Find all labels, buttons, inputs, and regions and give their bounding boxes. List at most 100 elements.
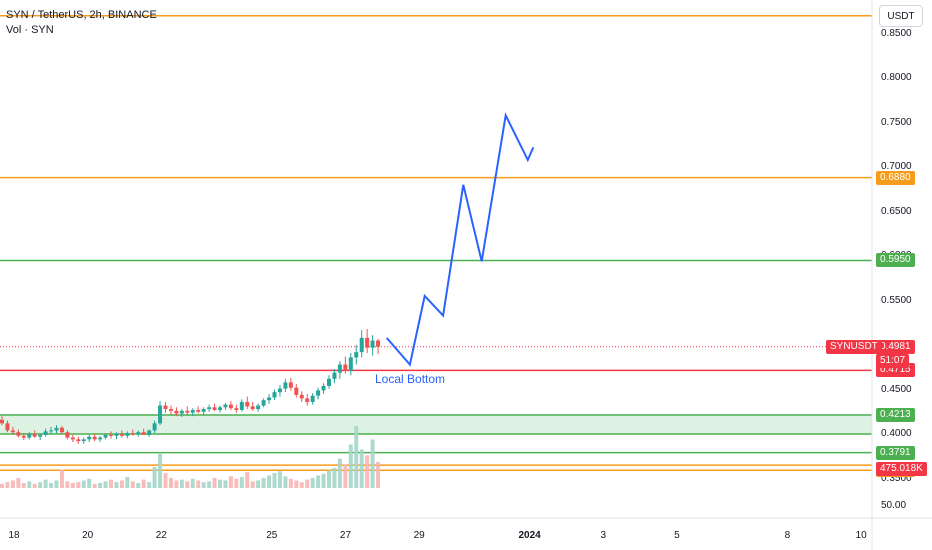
candle-body [267, 397, 272, 401]
volume-bar [234, 478, 239, 488]
volume-legend: Vol · SYN [6, 24, 54, 36]
volume-bar [98, 482, 103, 488]
volume-bar [201, 482, 206, 488]
support-zone [0, 415, 872, 434]
price-tick-label: 0.4000 [881, 428, 912, 439]
volume-tick-label: 50.00 [881, 500, 907, 511]
volume-bar [365, 455, 370, 488]
candle-body [277, 388, 282, 393]
candle-body [283, 382, 288, 389]
volume-bar [27, 481, 32, 488]
volume-bar [114, 482, 119, 488]
candle-body [201, 409, 206, 412]
volume-bar [43, 479, 48, 488]
time-tick-label: 27 [339, 530, 352, 541]
candle-body [158, 405, 163, 424]
candle-body [152, 423, 157, 431]
local-bottom-annotation: Local Bottom [375, 372, 446, 386]
price-tick-label: 0.3500 [881, 472, 912, 484]
volume-bar [185, 481, 190, 488]
volume-bar [103, 481, 108, 488]
candle-body [185, 410, 190, 413]
symbol-title: SYN / TetherUS, 2h, BINANCE [6, 9, 157, 21]
time-tick-label: 10 [855, 530, 867, 541]
volume-bar [168, 477, 173, 488]
price-tick-label: 0.7000 [881, 161, 912, 172]
candle-body [168, 409, 173, 411]
candle-body [87, 436, 92, 440]
candle-body [38, 434, 43, 437]
volume-bar [70, 482, 75, 488]
volume-bar [196, 480, 201, 488]
volume-bar [316, 475, 321, 488]
candle-body [365, 337, 370, 348]
candle-body [32, 434, 37, 437]
projection-path [385, 112, 535, 367]
candle-body [59, 427, 64, 433]
candle-body [359, 337, 364, 353]
candle-body [141, 432, 146, 435]
candle-body [10, 430, 15, 433]
volume-bar [310, 477, 315, 488]
price-tick-label: 0.4500 [881, 383, 912, 395]
level-badge: 0.3791 [876, 445, 915, 460]
volume-bar [261, 477, 266, 488]
candle-body [196, 409, 201, 412]
time-tick-label: 29 [413, 530, 425, 541]
candle-body [327, 378, 331, 386]
price-tick-label: 0.8500 [881, 27, 912, 39]
candle-body [136, 432, 141, 434]
candle-body [348, 357, 353, 371]
level-badge: 0.6880 [876, 170, 915, 185]
price-tick-label: 0.7500 [881, 116, 912, 128]
volume-bar [59, 469, 64, 488]
volume-bar [299, 482, 304, 488]
time-tick-label: 8 [784, 530, 791, 541]
volume-bar [272, 472, 277, 488]
volume-bar [136, 482, 141, 488]
candle-body [294, 387, 299, 395]
price-tick-label: 0.8000 [881, 72, 912, 83]
candle-body [21, 435, 26, 438]
time-tick-label: 25 [266, 530, 278, 541]
volume-bar [359, 449, 364, 488]
volume-bar [337, 458, 342, 488]
volume-bar [267, 475, 272, 488]
volume-bar [10, 480, 15, 488]
volume-bar [228, 476, 233, 488]
currency-button[interactable]: USDT [879, 5, 923, 27]
volume-bar [223, 480, 228, 488]
candle-body [43, 431, 48, 435]
candle-body [288, 382, 293, 388]
candle-body [125, 433, 130, 436]
volume-bar [130, 481, 135, 488]
volume-bar [141, 479, 146, 488]
candle-body [81, 439, 86, 442]
candle-body [256, 405, 261, 410]
candle-body [179, 410, 184, 414]
candle-body [234, 408, 239, 410]
volume-bar [283, 476, 288, 488]
candle-body [98, 437, 103, 440]
candle-body [109, 434, 113, 436]
level-badge: 0.4213 [876, 408, 915, 423]
volume-bar [174, 480, 179, 488]
volume-bar [370, 439, 375, 488]
volume-bar [119, 480, 124, 488]
time-tick-label: 22 [155, 530, 167, 541]
candle-body [70, 437, 75, 440]
candle-body [163, 405, 168, 410]
volume-bar [0, 483, 4, 488]
candle-body [130, 433, 135, 435]
volume-bar [92, 483, 97, 488]
volume-bar [81, 480, 86, 488]
candle-body [119, 434, 124, 436]
volume-bar [49, 482, 54, 488]
candle-body [147, 430, 152, 435]
candle-body [299, 394, 304, 399]
volume-bar [21, 482, 26, 488]
candle-body [228, 404, 233, 409]
volume-bar [125, 477, 130, 488]
